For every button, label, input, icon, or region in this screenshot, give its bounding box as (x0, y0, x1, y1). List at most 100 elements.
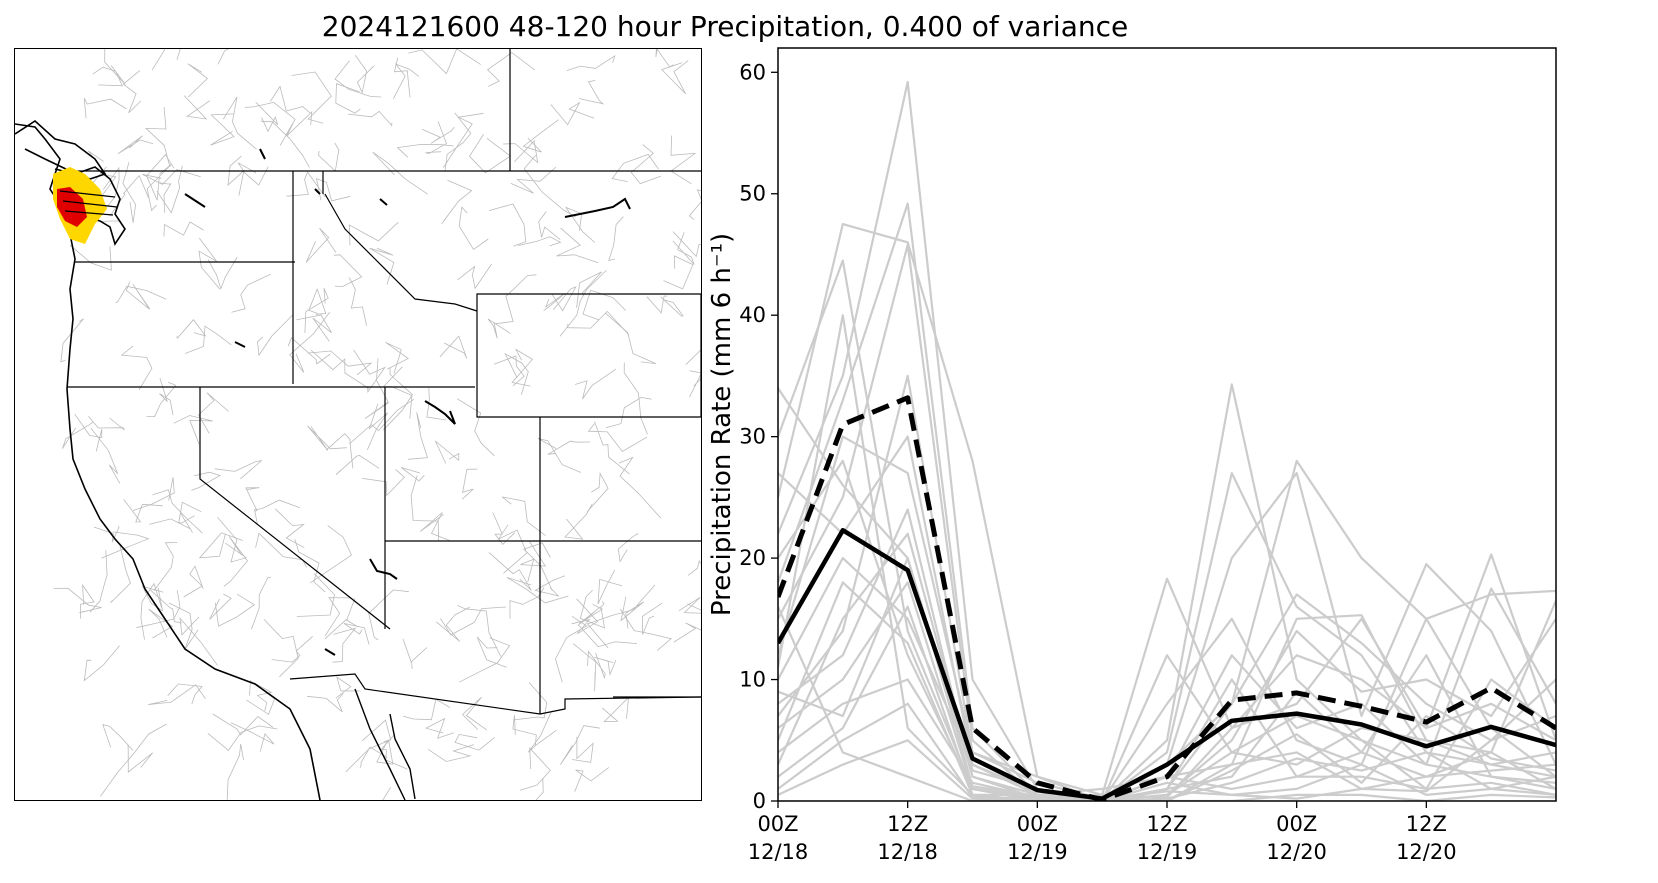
vancouver-island (15, 119, 107, 180)
basin-line (486, 52, 535, 87)
basin-line (304, 287, 329, 333)
basin-line (427, 744, 475, 762)
basin-line (461, 468, 478, 500)
x-tick-label: 00Z (1276, 812, 1317, 836)
basin-line (104, 49, 126, 85)
basin-line (348, 277, 367, 326)
basin-line (436, 606, 470, 642)
basin-line (687, 559, 701, 576)
basin-line (441, 179, 473, 225)
y-tick-label: 20 (739, 546, 766, 570)
basin-line (110, 545, 131, 604)
basin-line (117, 135, 154, 155)
basin-line (382, 366, 413, 419)
basin-line (582, 289, 626, 321)
basin-line (309, 525, 353, 584)
basin-line (289, 312, 331, 373)
basin-line (227, 155, 245, 196)
basin-line (604, 312, 657, 364)
basin-line (497, 524, 528, 574)
basin-line (251, 576, 271, 630)
basin-line (461, 696, 487, 731)
basin-line (179, 616, 218, 666)
basin-line (198, 237, 221, 290)
basin-line (597, 569, 623, 605)
basin-line (187, 63, 209, 98)
dashed-series-line (778, 395, 1556, 801)
basin-line (53, 587, 102, 614)
basin-line (244, 101, 296, 136)
basin-line (560, 725, 601, 765)
basin-line (380, 733, 408, 770)
basin-line (83, 97, 127, 119)
x-axis: 00Z 12/18 12Z 12/18 00Z 12/19 12Z 12/19 00Z 12/20… (748, 801, 1457, 864)
ensemble-member-line (778, 702, 1556, 801)
x-tick-label: 12/19 (1007, 840, 1068, 864)
chart-title: 2024121600 48-120 hour Precipitation, 0.… (321, 10, 1129, 43)
x-tick-label: 12/20 (1266, 840, 1327, 864)
state-borders (65, 49, 701, 715)
basin-line (132, 477, 175, 511)
basin-line (362, 469, 405, 497)
y-axis: 0 10 20 30 40 50 60 (739, 60, 778, 813)
basin-line (167, 683, 203, 705)
basin-line (369, 247, 395, 285)
basin-line (443, 112, 484, 168)
basin-line (287, 337, 331, 365)
gulf-coast (389, 713, 416, 800)
basin-line (518, 236, 562, 247)
basin-line (403, 698, 451, 721)
y-tick-label: 30 (739, 425, 766, 449)
basin-line (178, 501, 202, 524)
basin-line (198, 532, 243, 559)
ensemble-member-line (778, 459, 1556, 801)
basin-line (279, 110, 313, 146)
basin-line (69, 244, 112, 271)
basin-line (457, 604, 502, 657)
basin-line (402, 638, 428, 670)
basin-line (156, 165, 183, 214)
basin-line (672, 231, 695, 265)
basin-line (393, 57, 411, 98)
basin-line (393, 63, 420, 99)
x-tick-label: 12Z (1406, 812, 1447, 836)
lake-outline (369, 558, 398, 580)
basin-line (642, 602, 663, 635)
basin-line (169, 602, 199, 651)
basin-line (382, 787, 391, 800)
basin-line (120, 345, 153, 391)
y-axis-label: Precipitation Rate (mm 6 h⁻¹) (707, 233, 737, 616)
basin-line (286, 171, 326, 198)
basin-line (425, 717, 454, 739)
basin-line (260, 120, 310, 168)
basin-line (125, 281, 151, 310)
basin-line (324, 598, 358, 640)
basin-line (318, 142, 340, 172)
basin-line (223, 536, 249, 587)
basin-line (275, 508, 305, 549)
basin-line (535, 777, 544, 800)
basin-line (214, 460, 262, 480)
basin-line (364, 358, 389, 420)
basin-line (257, 314, 294, 357)
basin-line (122, 162, 137, 223)
basin-line (501, 496, 546, 536)
basin-line (493, 355, 525, 387)
basin-line (574, 368, 617, 400)
basin-line (566, 54, 616, 71)
lake-outline (324, 648, 336, 656)
basin-line (586, 584, 656, 649)
y-tick-label: 50 (739, 182, 766, 206)
basin-line (661, 60, 689, 95)
basin-line (434, 440, 460, 464)
basin-line (440, 606, 507, 636)
basin-line (623, 362, 648, 435)
basin-line (408, 412, 429, 460)
ensemble-member-line (778, 606, 1556, 801)
basin-line (608, 216, 624, 262)
basin-line (230, 722, 275, 752)
basin-line (93, 525, 120, 543)
basin-line (217, 517, 248, 563)
ensemble-member-line (778, 556, 1556, 801)
basin-line (60, 318, 84, 363)
